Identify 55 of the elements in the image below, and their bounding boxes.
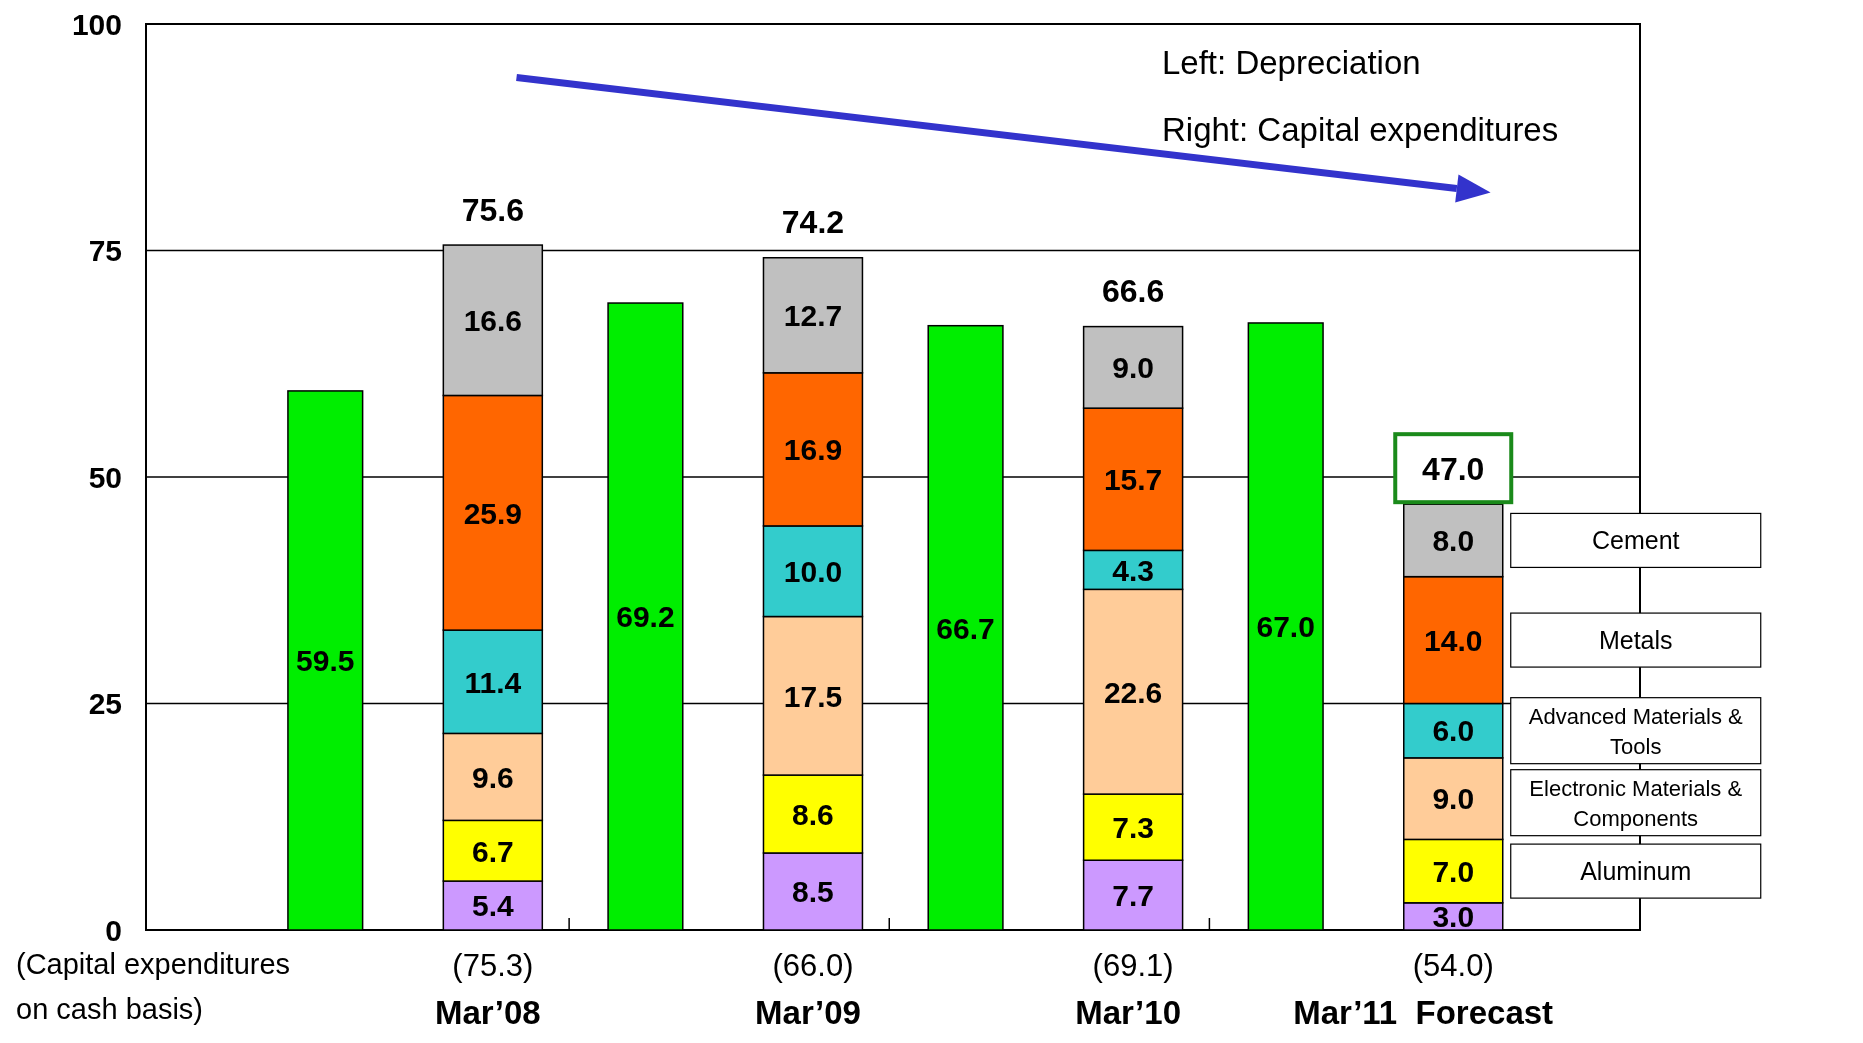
total-label: 66.6 — [1101, 273, 1165, 310]
y-tick-label: 25 — [88, 687, 122, 721]
data-label: 8.6 — [792, 797, 834, 831]
data-label: 7.3 — [1112, 810, 1154, 844]
total-label: 75.6 — [461, 191, 524, 228]
series-label: Advanced Materials & Tools — [1528, 703, 1744, 759]
data-label: 22.6 — [1103, 675, 1163, 709]
annotation: Right: Capital expenditures — [1162, 110, 1559, 148]
data-label: 66.7 — [936, 611, 995, 645]
data-label: 9.0 — [1432, 782, 1475, 816]
data-label: 7.0 — [1432, 854, 1475, 888]
data-label: 11.4 — [464, 665, 522, 699]
text: (66.0) — [772, 948, 854, 983]
y-tick-label: 100 — [71, 7, 122, 41]
data-label: 6.7 — [471, 834, 514, 868]
data-label: 8.0 — [1432, 524, 1475, 558]
data-label: 10.0 — [783, 555, 843, 589]
total-label: 74.2 — [781, 204, 845, 241]
text: (75.3) — [452, 948, 534, 983]
data-label: 5.4 — [471, 889, 514, 923]
data-label: 6.0 — [1432, 714, 1475, 748]
annotation: Left: Depreciation — [1162, 43, 1421, 81]
y-tick-label: 0 — [105, 913, 122, 947]
data-label: 17.5 — [783, 679, 843, 713]
text: (69.1) — [1092, 948, 1174, 983]
name-box: Advanced Materials & Tools — [1510, 697, 1762, 765]
name-box: Aluminum — [1510, 843, 1762, 899]
text: (Capital expenditures on cash basis) — [16, 948, 291, 1025]
y-tick-label: 75 — [88, 234, 122, 268]
data-label: 3.0 — [1432, 900, 1475, 934]
x-tick-label: Mar’10 — [1075, 994, 1182, 1031]
name-box: Cement — [1510, 512, 1762, 568]
data-label: 67.0 — [1256, 610, 1315, 644]
series-label: Electronic Materials & Components — [1529, 775, 1743, 831]
y-tick-label: 50 — [88, 460, 122, 494]
name-box: Electronic Materials & Components — [1510, 769, 1762, 837]
data-label: 59.5 — [296, 644, 355, 678]
x-tick-label: Mar’11 Forecast — [1293, 994, 1554, 1031]
x-tick-label: Mar’09 — [755, 994, 861, 1031]
name-box: Metals — [1510, 612, 1762, 668]
total-label: 47.0 — [1422, 450, 1485, 487]
data-label: 9.6 — [471, 760, 514, 794]
data-label: 16.6 — [463, 304, 523, 338]
data-label: 4.3 — [1112, 553, 1154, 587]
data-label: 69.2 — [616, 600, 675, 634]
data-label: 15.7 — [1103, 463, 1163, 497]
text: (54.0) — [1412, 948, 1494, 983]
data-label: 14.0 — [1424, 623, 1483, 657]
data-label: 25.9 — [463, 496, 523, 530]
x-tick-label: Mar’08 — [434, 994, 541, 1031]
data-label: 8.5 — [792, 875, 834, 909]
data-label: 9.0 — [1112, 351, 1154, 385]
data-label: 12.7 — [783, 299, 843, 333]
data-label: 7.7 — [1112, 878, 1154, 912]
data-label: 16.9 — [783, 433, 843, 467]
